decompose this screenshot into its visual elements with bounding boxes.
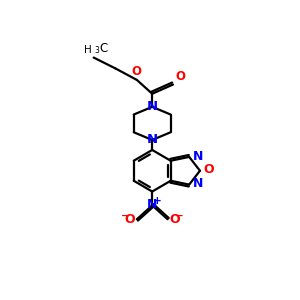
Text: O: O — [124, 213, 135, 226]
Text: O: O — [204, 164, 214, 176]
Text: N: N — [147, 198, 158, 211]
Text: 3: 3 — [94, 46, 99, 55]
Text: +: + — [152, 196, 161, 206]
Text: C: C — [100, 42, 108, 55]
Text: N: N — [147, 100, 158, 113]
Text: O: O — [132, 65, 142, 78]
Text: N: N — [193, 150, 203, 163]
Text: N: N — [193, 177, 203, 190]
Text: O: O — [169, 213, 180, 226]
Text: H: H — [84, 45, 92, 55]
Text: −: − — [175, 211, 184, 221]
Text: −: − — [121, 211, 130, 221]
Text: O: O — [175, 70, 185, 83]
Text: N: N — [147, 134, 158, 146]
